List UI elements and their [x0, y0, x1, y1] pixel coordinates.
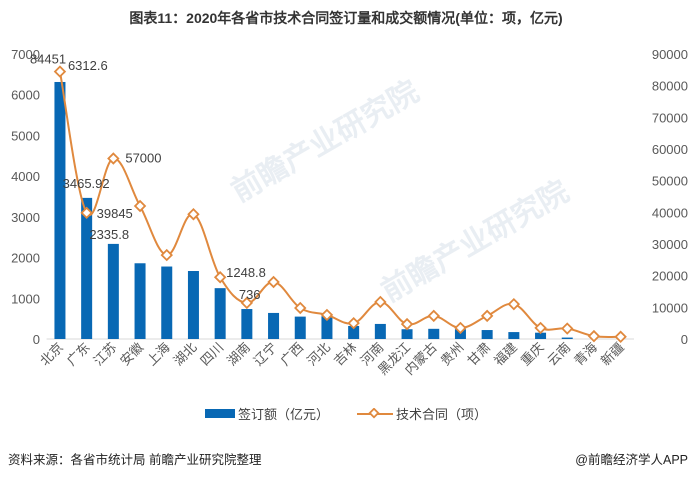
x-axis-label: 上海 — [144, 340, 173, 369]
bar — [81, 197, 93, 339]
line-marker — [454, 321, 467, 335]
line-marker — [561, 322, 574, 335]
credit: @前瞻经济学人APP — [575, 453, 688, 467]
right-axis-tick: 50000 — [652, 174, 688, 189]
left-axis-tick: 2000 — [11, 251, 40, 266]
x-axis-label: 福建 — [491, 340, 520, 369]
right-axis-tick: 40000 — [652, 205, 688, 220]
bar-data-label: 2335.8 — [89, 227, 129, 242]
bar — [107, 243, 119, 339]
x-axis-label: 广东 — [64, 340, 93, 369]
x-axis-label: 新疆 — [598, 340, 627, 369]
right-axis-tick: 90000 — [652, 47, 688, 62]
line-marker — [107, 152, 120, 165]
line-marker — [587, 329, 601, 343]
x-axis-label: 广西 — [277, 340, 306, 369]
x-axis-label: 重庆 — [518, 340, 547, 369]
x-axis-label: 青海 — [571, 340, 600, 369]
bar — [214, 288, 226, 339]
legend-line-swatch — [357, 407, 393, 419]
line-marker — [400, 317, 414, 331]
chart-title: 图表11：2020年各省市技术合同签订量和成交额情况(单位：项，亿元) — [129, 10, 563, 26]
right-axis-tick: 70000 — [652, 110, 688, 125]
legend-item-bar: 签订额（亿元） — [204, 404, 329, 423]
bar — [187, 271, 199, 339]
bar — [481, 330, 493, 339]
legend: 签订额（亿元） 技术合同（项） — [0, 404, 692, 423]
line-marker — [80, 206, 93, 220]
x-axis-label: 北京 — [37, 340, 66, 369]
line-data-label: 84451 — [30, 52, 66, 67]
bar-data-label: 3465.92 — [63, 176, 110, 191]
line-marker — [534, 321, 547, 335]
right-axis-tick: 30000 — [652, 237, 688, 252]
line-marker — [267, 275, 280, 289]
bar-data-label: 6312.6 — [68, 58, 108, 73]
line-marker — [614, 330, 627, 344]
line-marker — [374, 295, 387, 309]
line-marker — [507, 297, 521, 311]
legend-label: 签订额（亿元） — [237, 407, 329, 422]
line-data-label: 39845 — [97, 206, 133, 221]
left-axis-tick: 4000 — [11, 169, 40, 184]
bar — [348, 325, 360, 339]
x-axis-label: 安徽 — [117, 340, 146, 369]
source-note: 资料来源：各省市统计局 前瞻产业研究院整理 — [8, 453, 262, 467]
bar — [268, 312, 280, 339]
left-axis-tick: 1000 — [11, 291, 40, 306]
x-axis-label: 湖北 — [171, 340, 200, 369]
line-marker — [160, 248, 173, 262]
x-axis-label: 四川 — [197, 340, 226, 369]
line-marker — [187, 208, 200, 221]
legend-label: 技术合同（项） — [396, 407, 488, 422]
left-axis-tick: 3000 — [11, 210, 40, 225]
legend-bar-swatch — [204, 409, 235, 418]
bar — [241, 309, 253, 339]
bar — [374, 323, 386, 339]
right-axis-tick: 60000 — [652, 142, 688, 157]
x-axis-label: 贵州 — [438, 340, 467, 369]
line-marker — [427, 309, 440, 323]
line-marker — [480, 309, 494, 323]
bar — [321, 316, 333, 339]
x-axis-label: 湖南 — [224, 340, 253, 369]
watermark: 前瞻产业研究院 — [376, 174, 575, 308]
line-marker — [294, 301, 307, 315]
bar — [161, 266, 173, 339]
line-marker — [240, 296, 254, 310]
x-axis-label: 辽宁 — [251, 340, 280, 369]
right-axis-tick: 10000 — [652, 300, 688, 315]
bar — [508, 332, 520, 339]
x-axis-label: 河北 — [304, 340, 333, 369]
left-axis-tick: 0 — [33, 332, 40, 347]
left-axis-tick: 6000 — [11, 88, 40, 103]
left-axis-tick: 7000 — [11, 47, 40, 62]
x-axis-label: 吉林 — [331, 340, 360, 369]
bar — [54, 81, 66, 339]
bar-data-label: 1248.8 — [226, 265, 266, 280]
line-marker — [53, 65, 67, 78]
line-data-label: 57000 — [125, 151, 161, 166]
bar-data-label: 736 — [239, 287, 261, 302]
right-axis-tick: 20000 — [652, 269, 688, 284]
line-marker — [213, 271, 227, 284]
bar — [294, 316, 306, 339]
bar — [561, 337, 573, 339]
bar — [535, 332, 547, 339]
bar — [428, 328, 440, 339]
bar — [401, 329, 413, 339]
x-axis-label: 云南 — [544, 340, 573, 369]
line-marker — [133, 199, 147, 213]
legend-item-line: 技术合同（项） — [357, 404, 487, 423]
x-axis-label: 江苏 — [90, 340, 119, 369]
line-marker — [347, 316, 360, 330]
right-axis-tick: 0 — [681, 332, 688, 347]
left-axis-tick: 5000 — [11, 128, 40, 143]
x-axis-label: 甘肃 — [464, 340, 493, 369]
watermark: 前瞻产业研究院 — [226, 74, 425, 208]
right-axis-tick: 80000 — [652, 79, 688, 94]
bar — [134, 263, 146, 339]
line-marker — [320, 308, 334, 322]
